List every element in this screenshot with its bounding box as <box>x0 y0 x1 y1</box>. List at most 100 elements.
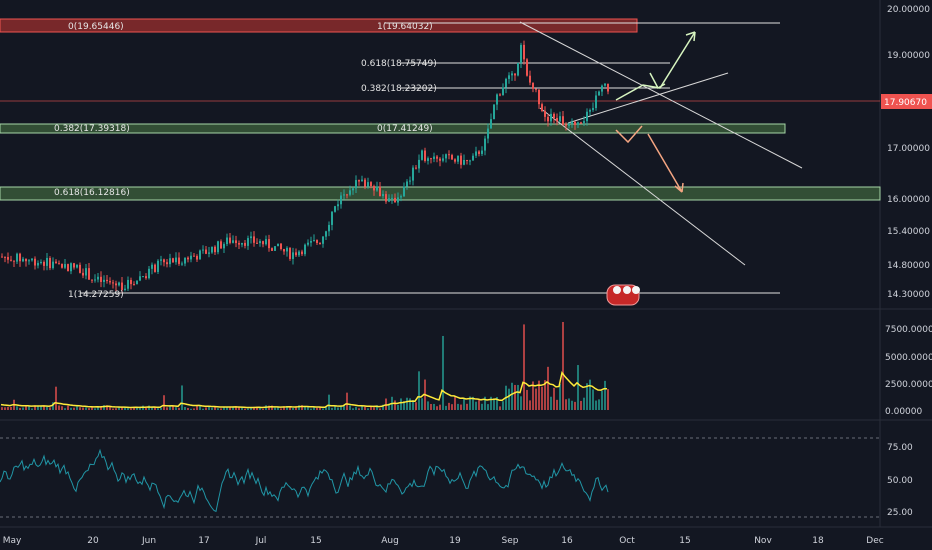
candle-body <box>28 260 30 262</box>
volume-bar <box>547 366 549 410</box>
last-price-badge <box>881 94 932 109</box>
volume-bar <box>577 365 579 410</box>
volume-bar <box>367 408 369 410</box>
candle-body <box>475 151 477 156</box>
price-tick: 16.00000 <box>887 195 930 205</box>
candle-body <box>415 167 417 169</box>
volume-tick: 2500.00000 <box>885 380 932 390</box>
candle-body <box>310 241 312 243</box>
candle-body <box>292 252 294 259</box>
volume-bar <box>409 398 411 410</box>
volume-bar <box>280 408 282 410</box>
candle-body <box>607 83 609 92</box>
candle-body <box>133 284 135 286</box>
volume-bar <box>496 397 498 410</box>
volume-bar <box>400 398 402 410</box>
volume-bar <box>256 406 258 410</box>
candle-body <box>217 241 219 253</box>
arrow-bear-2 <box>647 133 683 193</box>
volume-bar <box>310 408 312 410</box>
candle-body <box>193 255 195 257</box>
candle-body <box>226 237 228 245</box>
candle-body <box>445 154 447 159</box>
candle-body <box>529 75 531 83</box>
candle-body <box>157 260 159 272</box>
volume-bar <box>118 407 120 410</box>
candle-body <box>31 258 33 261</box>
volume-bar <box>343 405 345 410</box>
candle-body <box>178 257 180 264</box>
volume-bar <box>523 324 525 410</box>
price-tick: 15.40000 <box>887 227 930 237</box>
price-tick: 17.00000 <box>887 144 930 154</box>
volume-bar <box>145 407 147 410</box>
candle-body <box>61 263 63 268</box>
candle-body <box>280 243 282 250</box>
candle-body <box>466 159 468 161</box>
candle-body <box>268 239 270 249</box>
candle-body <box>220 241 222 249</box>
volume-bar <box>349 405 351 410</box>
candle-body <box>526 59 528 76</box>
candle-body <box>241 242 243 245</box>
volume-tick: 5000.00000 <box>885 353 932 363</box>
candle-body <box>22 258 24 262</box>
volume-bar <box>484 396 486 410</box>
candle-body <box>43 261 45 266</box>
candle-body <box>418 159 420 169</box>
volume-bar <box>175 407 177 410</box>
candle-body <box>463 159 465 165</box>
candle-body <box>523 44 525 60</box>
candle-body <box>4 256 6 258</box>
volume-bar <box>544 380 546 410</box>
volume-bar <box>565 399 567 410</box>
fib-label-0.618-18.76: 0.618(18.75749) <box>361 59 437 69</box>
volume-bar <box>508 388 510 410</box>
candle-body <box>553 113 555 119</box>
candle-body <box>484 138 486 151</box>
volume-bar <box>157 408 159 410</box>
volume-bar <box>586 383 588 410</box>
candle-body <box>145 276 147 279</box>
volume-bar <box>94 408 96 410</box>
oscillator-axis[interactable]: 75.00 50.00 25.00 <box>887 443 913 518</box>
price-axis[interactable]: 20.00000 19.00000 17.00000 16.00000 15.4… <box>881 5 932 300</box>
volume-bar <box>136 407 138 410</box>
volume-bar <box>52 402 54 410</box>
volume-bar <box>487 404 489 410</box>
volume-bar <box>289 406 291 410</box>
volume-bar <box>61 406 63 410</box>
candle-body <box>238 243 240 245</box>
candle-body <box>271 248 273 251</box>
time-axis[interactable]: May 20 Jun 17 Jul 15 Aug 19 Sep 16 Oct 15 Nov 18 Dec <box>3 536 884 546</box>
arrow-bear-1 <box>615 125 643 144</box>
candle-body <box>181 263 183 265</box>
volume-bar <box>88 408 90 410</box>
candle-body <box>430 158 432 160</box>
volume-bar <box>352 408 354 410</box>
volume-bar <box>301 405 303 410</box>
candle-body <box>580 122 582 124</box>
candle-body <box>184 257 186 264</box>
candle-body <box>247 238 249 246</box>
fib-label-0-19.65: 0(19.65446) <box>68 22 124 32</box>
volume-bar <box>358 408 360 410</box>
volume-axis[interactable]: 7500.00000 5000.00000 2500.00000 0.00000 <box>885 325 932 417</box>
volume-bar <box>190 408 192 410</box>
event-badge[interactable] <box>606 284 640 306</box>
candle-body <box>409 180 411 182</box>
candle-body <box>166 262 168 265</box>
candle-body <box>340 195 342 205</box>
volume-bar <box>277 406 279 410</box>
volume-bar <box>421 398 423 410</box>
trendline-lower-descending <box>539 107 746 266</box>
candle-body <box>286 247 288 252</box>
volume-bar <box>112 408 114 410</box>
candle-body <box>313 240 315 242</box>
volume-bar <box>184 407 186 410</box>
candle-body <box>505 78 507 88</box>
volume-bar <box>304 406 306 410</box>
volume-bar <box>562 322 564 410</box>
candle-body <box>67 264 69 272</box>
volume-bar <box>550 396 552 410</box>
